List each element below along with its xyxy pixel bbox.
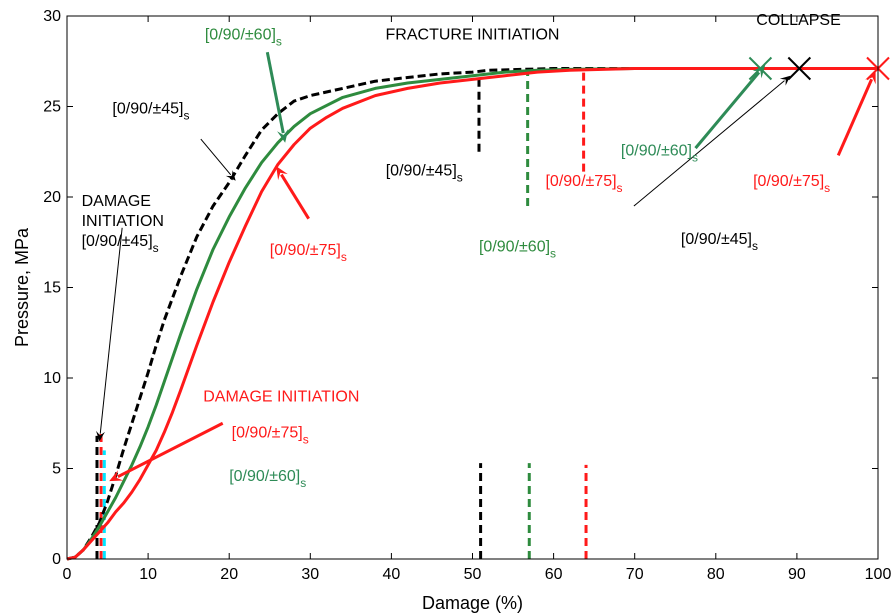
- y-axis-title: Pressure, MPa: [12, 227, 32, 347]
- x-tick-label: 50: [464, 566, 482, 583]
- label-45-fracture-subscript: s: [457, 170, 463, 184]
- x-tick-label: 30: [301, 566, 319, 583]
- x-tick-label: 100: [865, 566, 891, 583]
- label-60-damage-text: [0/90/±60]: [229, 468, 300, 485]
- damage-initiation-black-text: INITIATION: [82, 213, 164, 230]
- damage-initiation-black: [0/90/±45]s: [82, 233, 159, 255]
- label-60-upper: [0/90/±60]s: [205, 27, 282, 49]
- y-tick-label: 25: [43, 99, 61, 116]
- x-tick-label: 10: [139, 566, 157, 583]
- label-75-fracture: [0/90/±75]s: [545, 173, 622, 195]
- y-tick-label: 30: [43, 8, 61, 25]
- annotation-arrow: [276, 166, 310, 220]
- series-lines: [66, 67, 878, 561]
- y-tick-label: 15: [43, 280, 61, 297]
- label-45-upper-subscript: s: [183, 109, 189, 123]
- label-60-collapse-subscript: s: [692, 150, 698, 164]
- damage-initiation-red-text: DAMAGE INITIATION: [203, 389, 359, 406]
- label-75-collapse-text: [0/90/±75]: [753, 173, 824, 190]
- label-75-mid-text: [0/90/±75]: [270, 242, 341, 259]
- fracture-initiation-title: FRACTURE INITIATION: [386, 27, 560, 44]
- damage-initiation-black: INITIATION: [82, 213, 164, 230]
- label-60-fracture: [0/90/±60]s: [479, 238, 556, 260]
- series-line: [66, 67, 765, 561]
- vertical-markers: [95, 68, 588, 559]
- y-tick-label: 10: [43, 370, 61, 387]
- x-tick-label: 90: [788, 566, 806, 583]
- damage-initiation-red: DAMAGE INITIATION: [203, 389, 359, 406]
- damage-initiation-black-subscript: s: [153, 241, 159, 255]
- label-75-damage-subscript: s: [303, 433, 309, 447]
- label-45-collapse-text: [0/90/±45]: [681, 231, 752, 248]
- collapse-marker: [748, 56, 773, 81]
- annotation-arrow: [694, 64, 766, 150]
- annotation-arrows: [96, 51, 876, 482]
- axis-ticks: 0 10 20 30 40 50 60 70 80 90 100 0 5 10 15 20 25 30: [43, 8, 891, 583]
- x-tick-label: 70: [626, 566, 644, 583]
- y-tick-label: 20: [43, 189, 61, 206]
- damage-initiation-black-text: DAMAGE: [82, 193, 151, 210]
- y-tick-label: 0: [52, 551, 61, 568]
- label-75-mid-subscript: s: [341, 250, 347, 264]
- x-axis-title: Damage (%): [422, 593, 523, 613]
- y-tick-label: 5: [52, 461, 61, 478]
- label-75-collapse: [0/90/±75]s: [753, 173, 830, 195]
- annotation-arrow: [633, 75, 791, 207]
- label-60-collapse-text: [0/90/±60]: [621, 142, 692, 159]
- label-60-fracture-subscript: s: [550, 246, 556, 260]
- series-line: [66, 67, 878, 561]
- fracture-initiation-title-text: FRACTURE INITIATION: [386, 27, 560, 44]
- plot-frame: [66, 15, 879, 560]
- label-45-fracture-text: [0/90/±45]: [386, 162, 457, 179]
- annotations: FRACTURE INITIATIONCOLLAPSE[0/90/±45]s[0…: [82, 12, 841, 490]
- collapse-title-text: COLLAPSE: [756, 12, 840, 29]
- label-45-upper: [0/90/±45]s: [112, 101, 189, 123]
- label-60-upper-text: [0/90/±60]: [205, 27, 276, 44]
- damage-initiation-black: DAMAGE: [82, 193, 151, 210]
- label-75-fracture-subscript: s: [617, 181, 623, 195]
- annotation-arrow: [200, 138, 236, 181]
- label-60-damage: [0/90/±60]s: [229, 468, 306, 490]
- label-45-upper-text: [0/90/±45]: [112, 101, 183, 118]
- annotation-arrow: [836, 70, 876, 156]
- series-line: [66, 67, 797, 561]
- label-45-fracture: [0/90/±45]s: [386, 162, 463, 184]
- label-75-damage-text: [0/90/±75]: [232, 425, 303, 442]
- label-45-collapse-subscript: s: [752, 239, 758, 253]
- label-75-collapse-subscript: s: [824, 181, 830, 195]
- x-tick-label: 20: [220, 566, 238, 583]
- x-tick-label: 40: [383, 566, 401, 583]
- label-60-fracture-text: [0/90/±60]: [479, 238, 550, 255]
- collapse-marker: [787, 56, 812, 81]
- annotation-arrow: [109, 421, 224, 482]
- annotation-arrow: [265, 51, 289, 143]
- label-45-collapse: [0/90/±45]s: [681, 231, 758, 253]
- label-75-mid: [0/90/±75]s: [270, 242, 347, 264]
- label-60-damage-subscript: s: [300, 476, 306, 490]
- collapse-title: COLLAPSE: [756, 12, 840, 29]
- label-60-upper-subscript: s: [276, 35, 282, 49]
- x-tick-label: 60: [545, 566, 563, 583]
- label-60-collapse: [0/90/±60]s: [621, 142, 698, 164]
- damage-initiation-black-text: [0/90/±45]: [82, 233, 153, 250]
- annotation-arrow: [96, 227, 123, 442]
- x-tick-label: 80: [707, 566, 725, 583]
- label-75-damage: [0/90/±75]s: [232, 425, 309, 447]
- x-tick-label: 0: [63, 566, 72, 583]
- label-75-fracture-text: [0/90/±75]: [545, 173, 616, 190]
